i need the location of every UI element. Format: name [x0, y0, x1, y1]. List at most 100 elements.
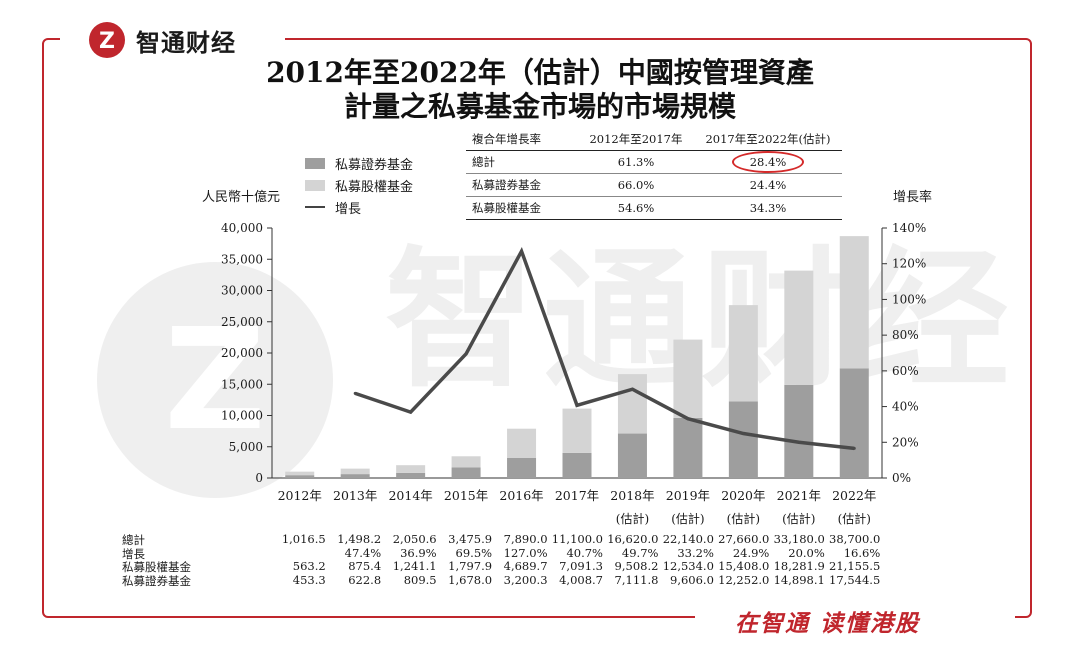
- data-table-cell: 18,281.9: [773, 559, 825, 573]
- cagr-row-equity: 私募股權基金 54.6% 34.3%: [466, 196, 842, 220]
- data-table-cell: 453.3: [292, 572, 326, 587]
- data-table-cell: 127.0%: [503, 545, 548, 560]
- x-tick-label: 2019年: [666, 488, 710, 503]
- cagr-value: 34.3%: [694, 196, 842, 220]
- data-table-cell: 49.7%: [621, 545, 659, 560]
- data-table-cell: 1,241.1: [392, 559, 437, 573]
- data-table-row-label: 私募股權基金: [122, 560, 191, 574]
- cagr-row-label: 私募證券基金: [466, 173, 578, 197]
- bar-securities: [285, 475, 315, 478]
- data-table-cell: 1,797.9: [448, 559, 493, 573]
- bar-equity: [507, 428, 537, 458]
- x-tick-label: 2013年: [333, 488, 377, 503]
- cagr-header-row: 複合年增長率 2012年至2017年 2017年至2022年(估計): [466, 128, 842, 151]
- data-table-cell: 27,660.0: [718, 532, 770, 546]
- y-tick-label: 10,000: [221, 409, 263, 423]
- brand-name: 智通财经: [136, 28, 236, 57]
- x-tick-estimate-note: (估計): [616, 511, 649, 526]
- frame-gap-bottom: [695, 600, 1015, 640]
- bar-equity: [340, 468, 370, 475]
- bar-equity: [839, 236, 869, 369]
- bar-equity: [396, 465, 426, 473]
- data-table-cell: 22,140.0: [662, 532, 714, 546]
- data-table-row-label: 總計: [122, 533, 145, 547]
- legend-swatch: [305, 157, 325, 169]
- data-table-cell: 21,155.5: [829, 559, 881, 573]
- highlight-circle: [731, 151, 804, 173]
- x-tick-label: 2018年: [610, 488, 654, 503]
- bar-equity: [617, 374, 647, 434]
- growth-point: [852, 446, 856, 450]
- growth-point: [630, 387, 634, 391]
- y2-tick-label: 80%: [892, 328, 919, 342]
- chart-legend: 私募證券基金 私募股權基金 增長: [305, 152, 413, 218]
- bar-securities: [728, 401, 758, 478]
- data-table-cell: 33,180.0: [773, 532, 825, 546]
- data-table-cell: 33.2%: [677, 545, 714, 560]
- growth-point: [741, 432, 745, 436]
- data-table-cell: 69.5%: [455, 545, 493, 560]
- bar-securities: [396, 472, 426, 478]
- y-tick-label: 20,000: [221, 346, 263, 360]
- y-tick-label: 0: [255, 471, 263, 485]
- data-table-row-label: 增長: [122, 546, 145, 561]
- growth-point: [575, 403, 579, 407]
- data-table-row-label: 私募證券基金: [122, 573, 191, 588]
- x-tick-label: 2016年: [499, 488, 543, 503]
- data-table-cell: 1,498.2: [337, 532, 382, 546]
- data-table-cell: 47.4%: [344, 545, 382, 560]
- growth-point: [409, 410, 413, 414]
- legend-line-swatch: [305, 206, 325, 208]
- cagr-row-total: 總計 61.3% 28.4%: [466, 150, 842, 174]
- bar-equity: [673, 339, 703, 418]
- growth-point: [520, 249, 524, 253]
- y-tick-label: 25,000: [221, 315, 263, 329]
- data-table-cell: 12,252.0: [718, 572, 770, 587]
- data-table-cell: 563.2: [292, 559, 326, 573]
- bar-securities: [839, 368, 869, 478]
- data-table-cell: 7,111.8: [614, 572, 659, 587]
- bar-securities: [784, 384, 814, 478]
- bar-securities: [562, 452, 592, 478]
- legend-item-securities: 私募證券基金: [305, 152, 413, 174]
- bar-equity: [285, 471, 315, 476]
- y-axis-left-label: 人民幣十億元: [202, 190, 281, 205]
- data-table-cell: 12,534.0: [662, 559, 714, 573]
- x-tick-estimate-note: (估計): [671, 511, 704, 526]
- data-table-cell: 16,620.0: [607, 532, 659, 546]
- cagr-header-period2: 2017年至2022年(估計): [694, 128, 842, 151]
- cagr-table: 複合年增長率 2012年至2017年 2017年至2022年(估計) 總計 61…: [466, 128, 842, 220]
- x-tick-label: 2021年: [777, 488, 821, 503]
- data-table-cell: 36.9%: [400, 545, 437, 560]
- bar-securities: [451, 467, 481, 478]
- data-table-cell: 40.7%: [566, 545, 603, 560]
- bar-equity: [451, 456, 481, 468]
- data-table-cell: 1,016.5: [281, 532, 326, 546]
- legend-label: 私募證券基金: [335, 157, 414, 173]
- y-axis-right-label: 增長率: [893, 190, 933, 205]
- data-table-cell: 38,700.0: [829, 532, 881, 546]
- data-table-cell: 3,475.9: [448, 532, 493, 546]
- x-tick-estimate-note: (估計): [838, 511, 871, 526]
- data-table-cell: 7,890.0: [503, 532, 548, 546]
- cagr-value: 61.3%: [578, 150, 694, 174]
- x-tick-estimate-note: (估計): [782, 511, 815, 526]
- bar-securities: [507, 457, 537, 478]
- legend-item-equity: 私募股權基金: [305, 174, 413, 196]
- y2-tick-label: 140%: [892, 221, 926, 235]
- data-table-cell: 1,678.0: [448, 572, 493, 587]
- y-tick-label: 35,000: [221, 252, 263, 266]
- x-tick-label: 2022年: [832, 488, 876, 503]
- brand-logo-icon: Z: [89, 22, 125, 58]
- chart-title: 2012年至2022年（估計）中國按管理資產 計量之私募基金市場的市場規模: [200, 56, 880, 124]
- cagr-value: 66.0%: [578, 173, 694, 197]
- cagr-value: 54.6%: [578, 196, 694, 220]
- growth-point: [686, 417, 690, 421]
- bar-securities: [673, 417, 703, 478]
- legend-label: 私募股權基金: [335, 179, 414, 195]
- data-table-cell: 622.8: [348, 572, 382, 587]
- bar-securities: [340, 474, 370, 478]
- data-table-cell: 15,408.0: [718, 559, 770, 573]
- y2-tick-label: 120%: [892, 257, 926, 271]
